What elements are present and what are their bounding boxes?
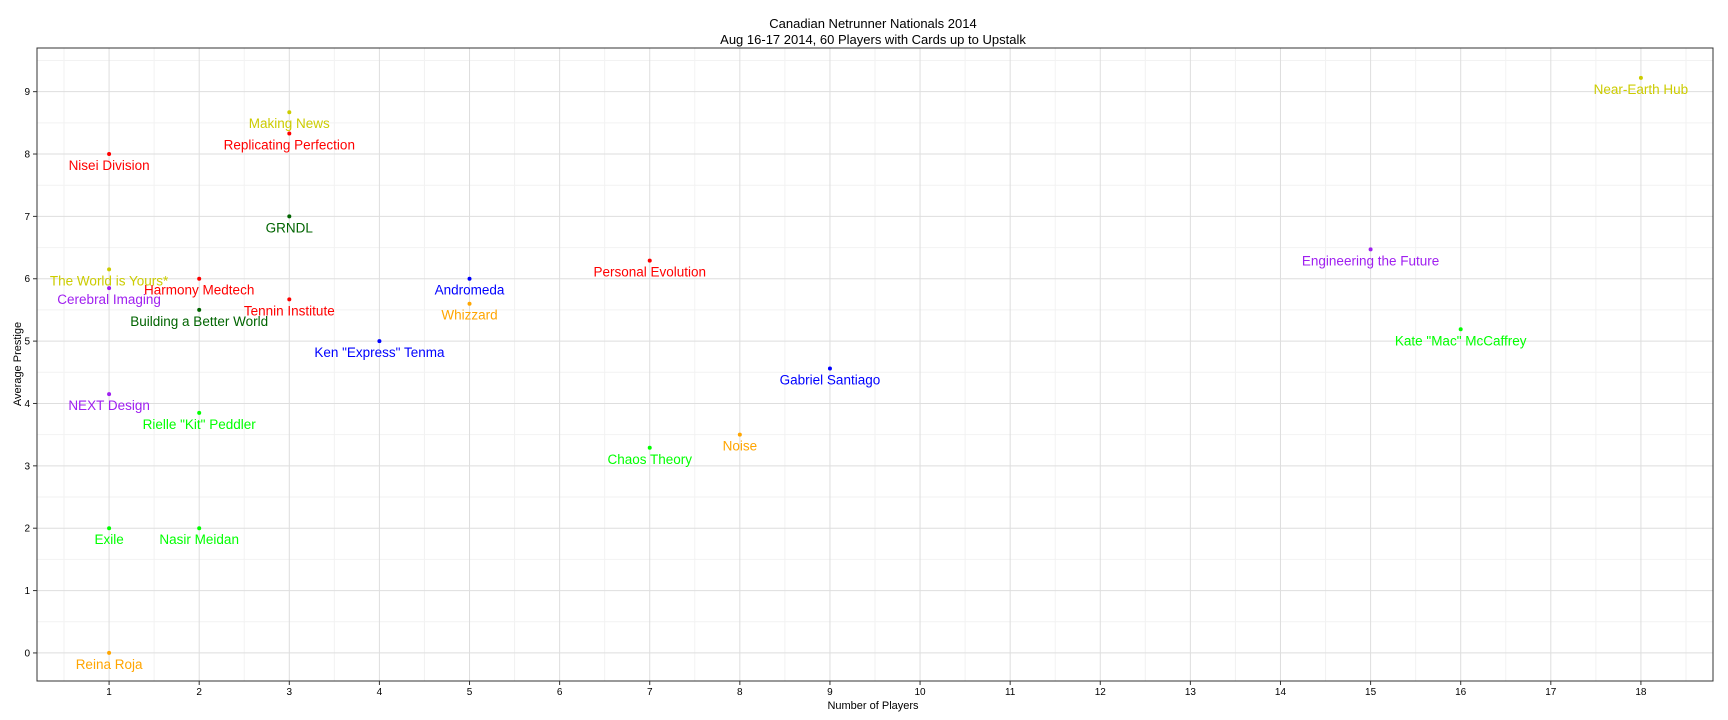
x-tick-label: 14 (1275, 687, 1287, 698)
data-point (827, 366, 832, 371)
data-point (737, 432, 742, 437)
point-label: Nasir Meidan (159, 532, 239, 547)
data-point (197, 307, 202, 312)
data-point (197, 410, 202, 415)
data-point (107, 267, 112, 272)
point-label: Reina Roja (76, 657, 143, 672)
y-tick-label: 7 (24, 212, 30, 223)
data-points (107, 75, 1643, 655)
point-label: Nisei Division (69, 158, 150, 173)
point-label: NEXT Design (68, 398, 150, 413)
point-label: Tennin Institute (244, 303, 335, 318)
data-point (287, 214, 292, 219)
plot-area: Nisei Division The World is Yours* Cerebra… (36, 47, 1714, 682)
data-point (107, 286, 112, 291)
point-label: Cerebral Imaging (57, 292, 161, 307)
point-label: Engineering the Future (1302, 253, 1439, 268)
point-label: Andromeda (435, 283, 505, 298)
x-tick-label: 4 (377, 687, 383, 698)
x-tick-label: 2 (196, 687, 202, 698)
data-point (197, 276, 202, 281)
point-label: Replicating Perfection (224, 137, 355, 152)
point-label: GRNDL (266, 220, 314, 235)
x-tick-label: 5 (467, 687, 473, 698)
x-tick-label: 11 (1005, 687, 1016, 698)
data-point (287, 110, 292, 115)
point-label: Whizzard (441, 308, 497, 323)
y-tick-label: 0 (24, 648, 30, 659)
point-label: Exile (94, 532, 123, 547)
data-point (377, 339, 382, 344)
point-label: Kate "Mac" McCaffrey (1395, 333, 1527, 348)
x-tick-label: 3 (287, 687, 293, 698)
point-label: Rielle "Kit" Peddler (143, 417, 257, 432)
data-point (107, 526, 112, 531)
point-label: Personal Evolution (593, 265, 706, 280)
x-axis: 1 2 3 4 5 6 7 8 9 10 11 12 13 14 15 16 17 18 (106, 681, 1647, 698)
y-tick-label: 9 (24, 87, 30, 98)
chart-title: Canadian Netrunner Nationals 2014 (769, 16, 976, 31)
y-tick-label: 4 (24, 399, 30, 410)
x-tick-label: 17 (1545, 687, 1557, 698)
data-point (1638, 75, 1643, 80)
x-tick-label: 6 (557, 687, 563, 698)
y-tick-label: 2 (24, 524, 30, 535)
y-tick-label: 5 (24, 337, 30, 348)
major-gridlines (37, 48, 1713, 681)
point-label: The World is Yours* (50, 273, 169, 288)
point-label: Near-Earth Hub (1594, 82, 1689, 97)
point-label: Chaos Theory (607, 452, 692, 467)
data-point (287, 131, 292, 136)
data-point (197, 526, 202, 531)
data-point (107, 650, 112, 655)
point-label: Noise (723, 439, 758, 454)
data-point (1458, 327, 1463, 332)
x-tick-label: 15 (1365, 687, 1377, 698)
data-point (287, 297, 292, 302)
minor-gridlines (37, 48, 1713, 681)
y-tick-label: 1 (24, 586, 30, 597)
x-tick-label: 12 (1095, 687, 1107, 698)
x-tick-label: 8 (737, 687, 743, 698)
y-tick-label: 3 (24, 461, 30, 472)
point-label: Making News (249, 116, 330, 131)
x-tick-label: 16 (1455, 687, 1467, 698)
data-point (647, 258, 652, 263)
chart-subtitle: Aug 16-17 2014, 60 Players with Cards up… (720, 32, 1026, 47)
data-point (647, 445, 652, 450)
point-label: Ken "Express" Tenma (314, 345, 445, 360)
x-tick-label: 10 (914, 687, 926, 698)
y-tick-label: 8 (24, 150, 30, 161)
y-axis-label: Average Prestige (12, 322, 24, 406)
point-label: Harmony Medtech (144, 283, 254, 298)
x-tick-label: 1 (106, 687, 112, 698)
x-tick-label: 9 (827, 687, 833, 698)
x-tick-label: 13 (1185, 687, 1197, 698)
y-axis: 0 1 2 3 4 5 6 7 8 9 (24, 87, 37, 659)
x-tick-label: 18 (1635, 687, 1647, 698)
plot-border (36, 47, 1714, 682)
data-point (107, 152, 112, 157)
data-point (1368, 247, 1373, 252)
y-tick-label: 6 (24, 274, 30, 285)
data-point (107, 392, 112, 397)
point-label: Building a Better World (130, 314, 268, 329)
point-labels: Nisei Division The World is Yours* Cerebra… (50, 82, 1688, 672)
x-tick-label: 7 (647, 687, 653, 698)
data-point (467, 276, 472, 281)
data-point (467, 301, 472, 306)
point-label: Gabriel Santiago (780, 373, 881, 388)
x-axis-label: Number of Players (827, 700, 919, 712)
